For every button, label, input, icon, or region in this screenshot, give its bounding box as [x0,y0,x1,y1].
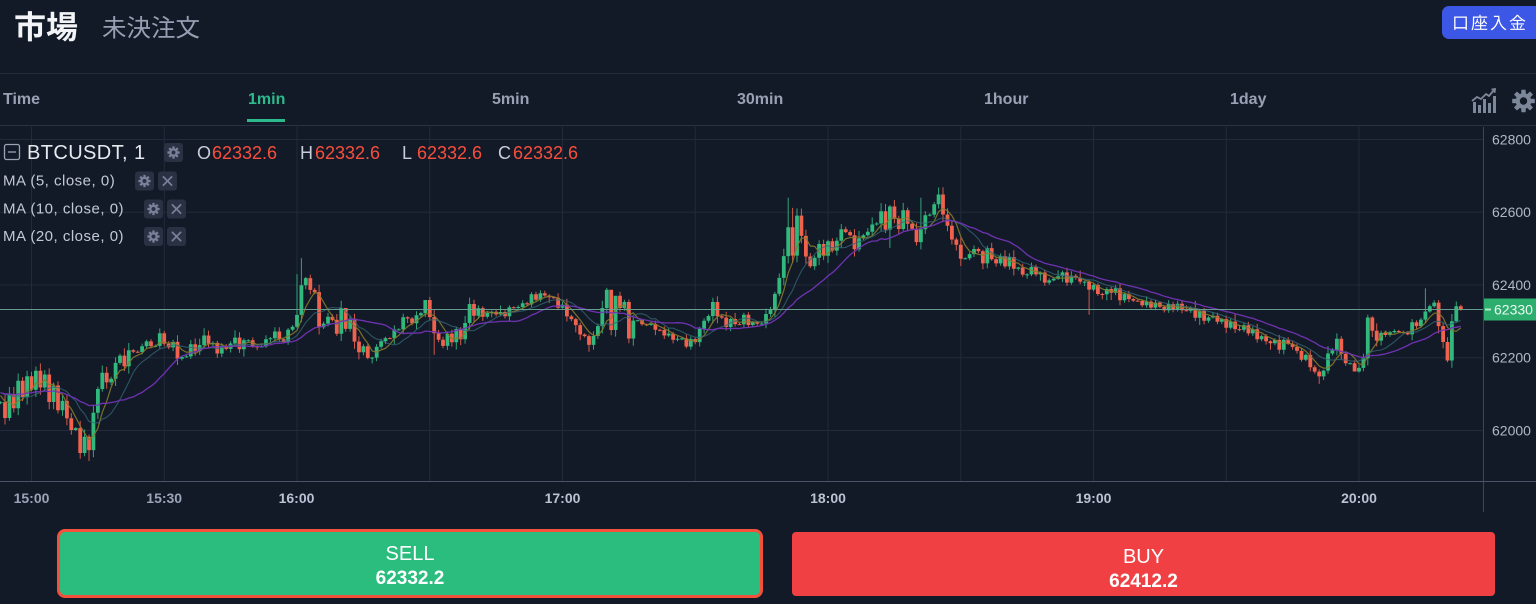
svg-text:15:30: 15:30 [146,490,182,506]
svg-text:19:00: 19:00 [1076,490,1112,506]
svg-text:62600: 62600 [1492,204,1531,220]
svg-text:62332.6: 62332.6 [513,143,578,163]
svg-text:62800: 62800 [1492,131,1531,147]
svg-text:62400: 62400 [1492,277,1531,293]
svg-text:BTCUSDT, 1: BTCUSDT, 1 [27,142,145,164]
svg-text:62330: 62330 [1494,302,1533,318]
svg-text:O: O [197,143,211,163]
svg-text:62332.6: 62332.6 [417,143,482,163]
svg-text:62000: 62000 [1492,422,1531,438]
svg-text:20:00: 20:00 [1341,490,1377,506]
svg-text:15:00: 15:00 [14,490,50,506]
svg-text:L: L [402,143,412,163]
svg-text:MA (10, close, 0): MA (10, close, 0) [3,201,124,218]
svg-text:C: C [498,143,511,163]
svg-text:H: H [300,143,313,163]
svg-text:62332.6: 62332.6 [212,143,277,163]
svg-text:62200: 62200 [1492,350,1531,366]
svg-text:62332.6: 62332.6 [315,143,380,163]
svg-text:MA (5, close, 0): MA (5, close, 0) [3,173,115,190]
svg-text:16:00: 16:00 [279,490,315,506]
svg-text:MA (20, close, 0): MA (20, close, 0) [3,228,124,245]
svg-text:17:00: 17:00 [545,490,581,506]
svg-text:18:00: 18:00 [810,490,846,506]
